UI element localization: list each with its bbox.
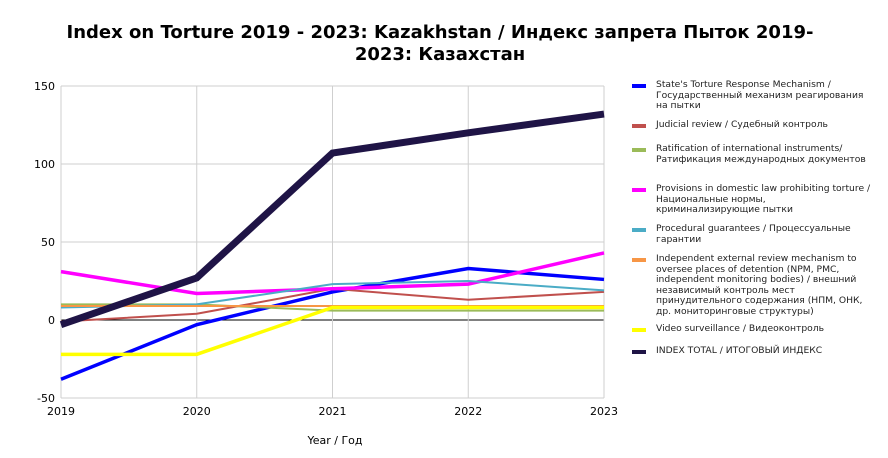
series-line: [59, 110, 605, 328]
legend-item: Provisions in domestic law prohibiting t…: [632, 183, 872, 216]
legend-swatch: [632, 328, 646, 332]
legend-label: Independent external review mechanism to…: [656, 253, 863, 317]
x-axis-label: Year / Год: [307, 434, 363, 447]
legend-swatch: [632, 124, 646, 128]
tick-labels: -50 0 50 100 150 2019 2020 2021 2022 2023: [34, 80, 618, 418]
series-line: [60, 251, 605, 296]
x-tick-label: 2020: [183, 405, 211, 418]
legend-item: Judicial review / Судебный контроль: [632, 119, 872, 131]
legend-swatch: [632, 148, 646, 152]
x-tick-label: 2019: [47, 405, 75, 418]
legend-label: Judicial review / Судебный контроль: [656, 119, 828, 130]
legend-item: Independent external review mechanism to…: [632, 253, 872, 318]
y-tick-label: 150: [34, 80, 55, 93]
legend-swatch: [632, 228, 646, 232]
legend-item: State's Torture Response Mechanism / Гос…: [632, 79, 872, 112]
legend-item: INDEX TOTAL / ИТОГОВЫЙ ИНДЕКС: [632, 345, 872, 357]
legend-label: INDEX TOTAL / ИТОГОВЫЙ ИНДЕКС: [656, 345, 823, 356]
legend-item: Procedural guarantees / Процессуальные г…: [632, 223, 872, 245]
gridlines: [60, 85, 605, 399]
legend-label: Video surveillance / Видеоконтроль: [656, 323, 825, 334]
y-tick-label: 100: [34, 158, 55, 171]
series-line: [61, 305, 604, 357]
chart-title: Index on Torture 2019 - 2023: Kazakhstan…: [66, 22, 814, 65]
y-tick-label: -50: [37, 392, 55, 405]
legend-label: Ratification of international instrument…: [656, 143, 866, 165]
x-tick-label: 2022: [454, 405, 482, 418]
series-lines: [59, 110, 605, 381]
legend-swatch: [632, 350, 646, 354]
y-tick-label: 50: [41, 236, 55, 249]
x-tick-label: 2021: [319, 405, 347, 418]
legend-swatch: [632, 188, 646, 192]
legend-item: Ratification of international instrument…: [632, 143, 872, 165]
legend-swatch: [632, 84, 646, 88]
legend-label: State's Torture Response Mechanism / Гос…: [656, 79, 864, 112]
legend-label: Procedural guarantees / Процессуальные г…: [656, 223, 851, 245]
legend-swatch: [632, 258, 646, 262]
series-line: [61, 303, 604, 312]
y-tick-label: 0: [48, 314, 55, 327]
x-tick-label: 2023: [590, 405, 618, 418]
legend-item: Video surveillance / Видеоконтроль: [632, 323, 872, 335]
legend-label: Provisions in domestic law prohibiting t…: [656, 183, 871, 216]
